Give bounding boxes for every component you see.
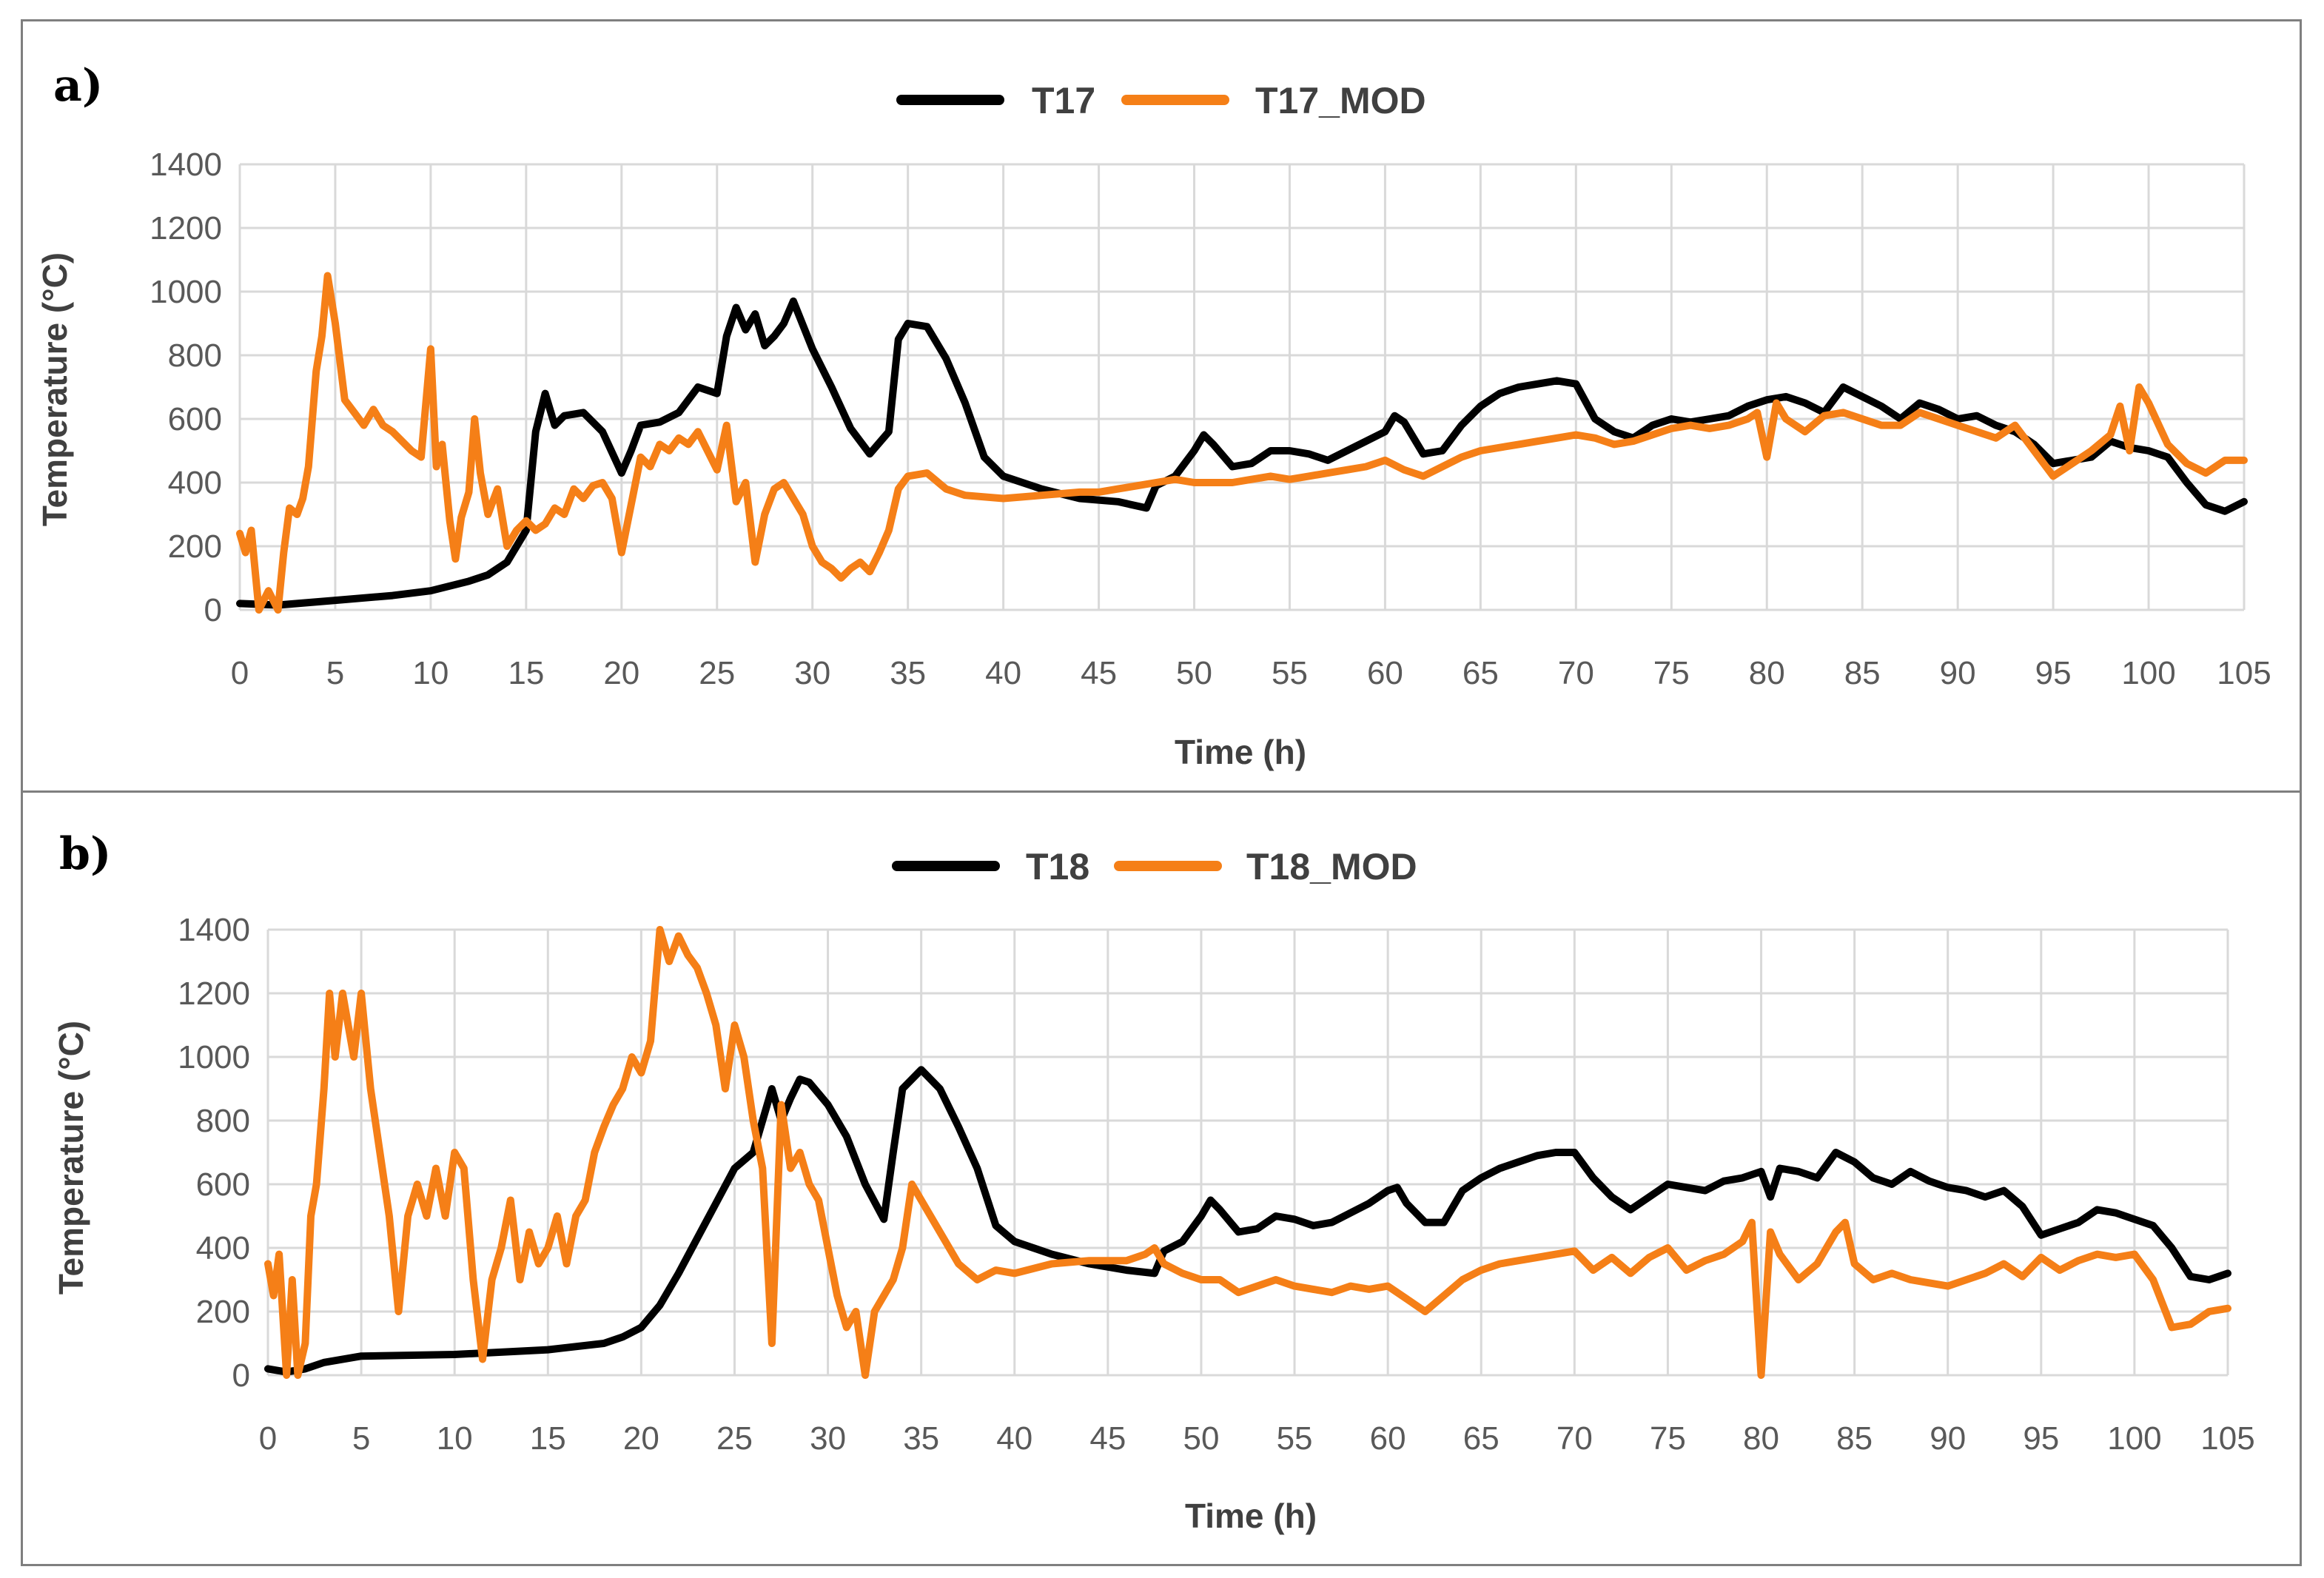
y-tick-0-b: 0 bbox=[232, 1357, 250, 1394]
x-tick-15-a: 15 bbox=[508, 655, 544, 691]
legend-a: T17 T17_MOD bbox=[896, 80, 1426, 121]
y-tick-0-a: 0 bbox=[204, 592, 222, 628]
chart-panel-a: a) T17 T17_MOD 0200400600800100012001400… bbox=[36, 60, 2271, 771]
series-line-t17 bbox=[236, 297, 2248, 609]
x-tick-55-a: 55 bbox=[1272, 655, 1308, 691]
panel-label-b: b) bbox=[59, 828, 111, 880]
x-tick-10-b: 10 bbox=[437, 1420, 473, 1457]
x-axis-title-b: Time (h) bbox=[1185, 1497, 1317, 1535]
grid-a bbox=[238, 163, 2246, 611]
x-tick-85-a: 85 bbox=[1844, 655, 1881, 691]
x-tick-65-a: 65 bbox=[1462, 655, 1499, 691]
x-tick-60-a: 60 bbox=[1367, 655, 1403, 691]
x-tick-75-a: 75 bbox=[1653, 655, 1690, 691]
x-tick-65-b: 65 bbox=[1463, 1420, 1499, 1457]
x-tick-90-a: 90 bbox=[1940, 655, 1976, 691]
x-tick-20-b: 20 bbox=[623, 1420, 659, 1457]
x-tick-35-a: 35 bbox=[890, 655, 926, 691]
x-tick-95-b: 95 bbox=[2023, 1420, 2059, 1457]
y-tick-800-a: 800 bbox=[168, 338, 222, 374]
y-tick-200-b: 200 bbox=[196, 1294, 250, 1330]
x-tick-60-b: 60 bbox=[1370, 1420, 1406, 1457]
x-tick-80-b: 80 bbox=[1743, 1420, 1779, 1457]
x-tick-70-a: 70 bbox=[1558, 655, 1594, 691]
x-tick-55-b: 55 bbox=[1277, 1420, 1313, 1457]
x-tick-30-a: 30 bbox=[794, 655, 830, 691]
x-tick-105-b: 105 bbox=[2200, 1420, 2254, 1457]
y-tick-1400-a: 1400 bbox=[150, 147, 222, 183]
y-axis-title-a: Temperature (°C) bbox=[36, 252, 74, 526]
x-tick-85-b: 85 bbox=[1836, 1420, 1873, 1457]
x-tick-40-a: 40 bbox=[985, 655, 1021, 691]
x-tick-100-a: 100 bbox=[2121, 655, 2175, 691]
x-tick-15-b: 15 bbox=[530, 1420, 566, 1457]
y-tick-200-a: 200 bbox=[168, 528, 222, 565]
series-a bbox=[236, 272, 2248, 614]
x-ticks-a: 0 5 10 15 20 25 30 35 40 45 50 55 60 65 70 75 80 85 90 95 10… bbox=[231, 655, 2271, 691]
x-tick-50-a: 50 bbox=[1176, 655, 1212, 691]
series-b bbox=[264, 926, 2231, 1379]
x-tick-25-a: 25 bbox=[699, 655, 735, 691]
y-tick-1200-b: 1200 bbox=[178, 976, 250, 1012]
x-tick-90-b: 90 bbox=[1930, 1420, 1966, 1457]
y-tick-600-a: 600 bbox=[168, 401, 222, 437]
legend-label-t17: T17 bbox=[1032, 80, 1095, 121]
legend-label-t17-mod: T17_MOD bbox=[1255, 80, 1426, 121]
x-tick-5-a: 5 bbox=[326, 655, 344, 691]
x-tick-70-b: 70 bbox=[1556, 1420, 1593, 1457]
y-tick-400-a: 400 bbox=[168, 465, 222, 501]
legend-label-t18-mod: T18_MOD bbox=[1246, 846, 1417, 887]
x-tick-0-b: 0 bbox=[259, 1420, 277, 1457]
x-axis-title-a: Time (h) bbox=[1175, 733, 1306, 771]
chart-panel-b: b) T18 T18_MOD 0200400600800100012001400… bbox=[52, 828, 2255, 1535]
y-tick-1000-b: 1000 bbox=[178, 1039, 250, 1075]
x-tick-0-a: 0 bbox=[231, 655, 249, 691]
y-ticks-b: 0 200 400 600 800 1000 1200 1400 bbox=[178, 912, 250, 1394]
series-line-t18-mod bbox=[264, 926, 2231, 1379]
x-tick-80-a: 80 bbox=[1749, 655, 1785, 691]
y-tick-600-b: 600 bbox=[196, 1166, 250, 1203]
x-tick-45-a: 45 bbox=[1081, 655, 1117, 691]
x-tick-30-b: 30 bbox=[810, 1420, 846, 1457]
x-ticks-b: 0 5 10 15 20 25 30 35 40 45 50 55 60 65 70 75 80 85 90 95 10… bbox=[259, 1420, 2255, 1457]
x-tick-5-b: 5 bbox=[352, 1420, 370, 1457]
x-tick-20-a: 20 bbox=[603, 655, 639, 691]
x-tick-35-b: 35 bbox=[903, 1420, 939, 1457]
y-tick-400-b: 400 bbox=[196, 1230, 250, 1266]
y-ticks-a: 0 200 400 600 800 1000 1200 1400 bbox=[150, 147, 222, 628]
legend-b: T18 T18_MOD bbox=[892, 846, 1417, 887]
y-tick-1400-b: 1400 bbox=[178, 912, 250, 948]
series-line-t17-mod bbox=[236, 272, 2248, 614]
y-axis-title-b: Temperature (°C) bbox=[52, 1021, 90, 1295]
x-tick-10-a: 10 bbox=[412, 655, 449, 691]
legend-label-t18: T18 bbox=[1026, 846, 1089, 887]
panel-label-a: a) bbox=[53, 60, 103, 112]
grid-b bbox=[266, 928, 2229, 1377]
x-tick-50-b: 50 bbox=[1183, 1420, 1219, 1457]
y-tick-1000-a: 1000 bbox=[150, 274, 222, 310]
x-tick-95-a: 95 bbox=[2035, 655, 2072, 691]
x-tick-75-b: 75 bbox=[1650, 1420, 1686, 1457]
x-tick-40-b: 40 bbox=[996, 1420, 1032, 1457]
x-tick-105-a: 105 bbox=[2217, 655, 2271, 691]
x-tick-100-b: 100 bbox=[2107, 1420, 2161, 1457]
x-tick-45-b: 45 bbox=[1089, 1420, 1126, 1457]
y-tick-1200-a: 1200 bbox=[150, 210, 222, 246]
y-tick-800-b: 800 bbox=[196, 1103, 250, 1139]
series-line-t18 bbox=[264, 1066, 2231, 1376]
x-tick-25-b: 25 bbox=[716, 1420, 753, 1457]
